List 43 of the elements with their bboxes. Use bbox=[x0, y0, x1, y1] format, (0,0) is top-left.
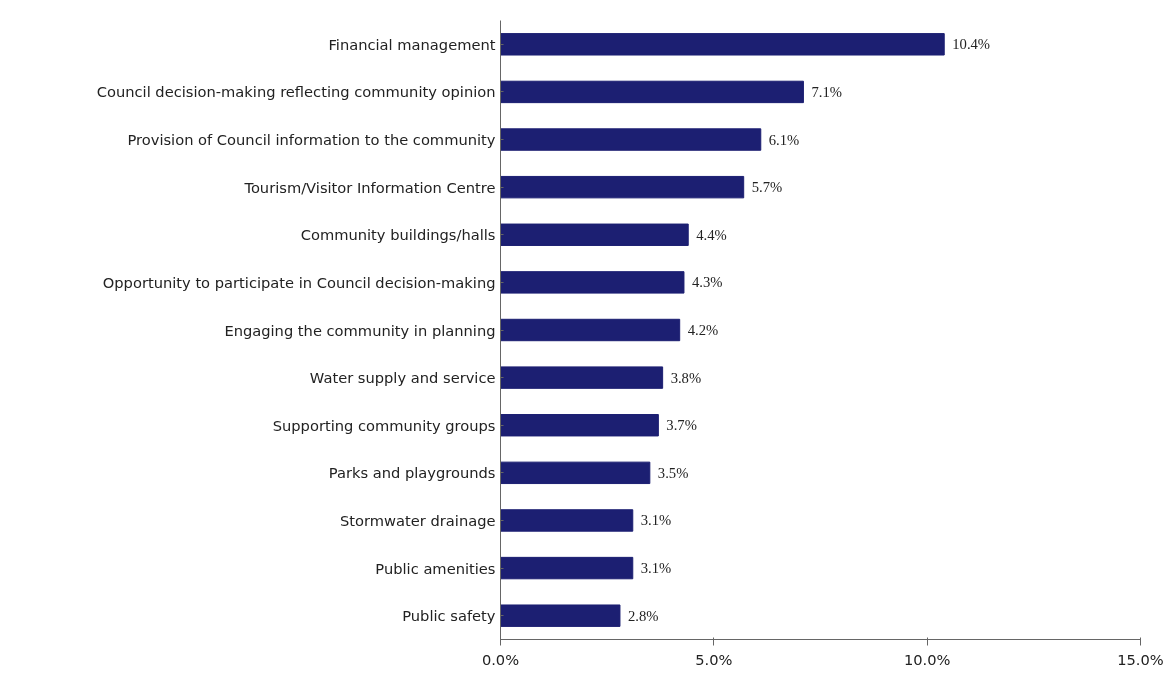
data-label: 2.8% bbox=[627, 607, 659, 624]
x-tick-label: 15.0% bbox=[1117, 650, 1164, 668]
data-label: 5.7% bbox=[751, 179, 783, 196]
y-tick-label: Stormwater drainage bbox=[340, 511, 496, 529]
bar bbox=[500, 80, 804, 104]
data-label: 4.4% bbox=[696, 226, 727, 243]
y-tick-label: Tourism/Visitor Information Centre bbox=[243, 178, 496, 196]
y-tick-label: Community buildings/halls bbox=[300, 226, 496, 244]
data-label: 3.5% bbox=[657, 464, 689, 481]
data-label: 7.1% bbox=[811, 83, 842, 100]
y-tick-label: Engaging the community in planning bbox=[224, 321, 496, 339]
y-tick-label: Public amenities bbox=[375, 559, 496, 577]
data-label: 3.1% bbox=[640, 560, 672, 577]
data-label: 4.3% bbox=[691, 274, 723, 291]
bar bbox=[500, 318, 681, 342]
x-tick-label: 0.0% bbox=[481, 650, 520, 668]
bar bbox=[500, 366, 664, 389]
bar bbox=[500, 414, 659, 437]
data-label: 10.4% bbox=[952, 36, 991, 53]
bar bbox=[500, 604, 621, 627]
y-tick-label: Water supply and service bbox=[309, 369, 496, 387]
x-tick-label: 5.0% bbox=[695, 650, 733, 668]
bar bbox=[500, 223, 689, 246]
y-tick-label: Parks and playgrounds bbox=[328, 464, 496, 482]
bar bbox=[500, 509, 634, 532]
bar bbox=[500, 175, 745, 199]
x-tick-label: 10.0% bbox=[903, 650, 951, 668]
bar bbox=[500, 461, 651, 485]
data-label: 3.1% bbox=[640, 512, 672, 529]
bar bbox=[500, 33, 945, 56]
y-tick-label: Provision of Council information to the community bbox=[127, 131, 496, 149]
bar bbox=[500, 128, 762, 151]
data-label: 3.7% bbox=[666, 417, 697, 434]
y-tick-label: Supporting community groups bbox=[272, 416, 496, 434]
y-tick-label: Public safety bbox=[402, 607, 496, 625]
y-tick-label: Council decision-making reflecting community opinion bbox=[96, 83, 496, 101]
data-label: 4.2% bbox=[687, 322, 719, 338]
data-label: 3.8% bbox=[670, 369, 702, 386]
bar bbox=[500, 556, 634, 580]
bar bbox=[500, 271, 685, 294]
y-tick-label: Financial management bbox=[328, 35, 496, 53]
data-label: 6.1% bbox=[768, 131, 800, 148]
y-tick-label: Opportunity to participate in Council decision-making bbox=[102, 273, 496, 291]
